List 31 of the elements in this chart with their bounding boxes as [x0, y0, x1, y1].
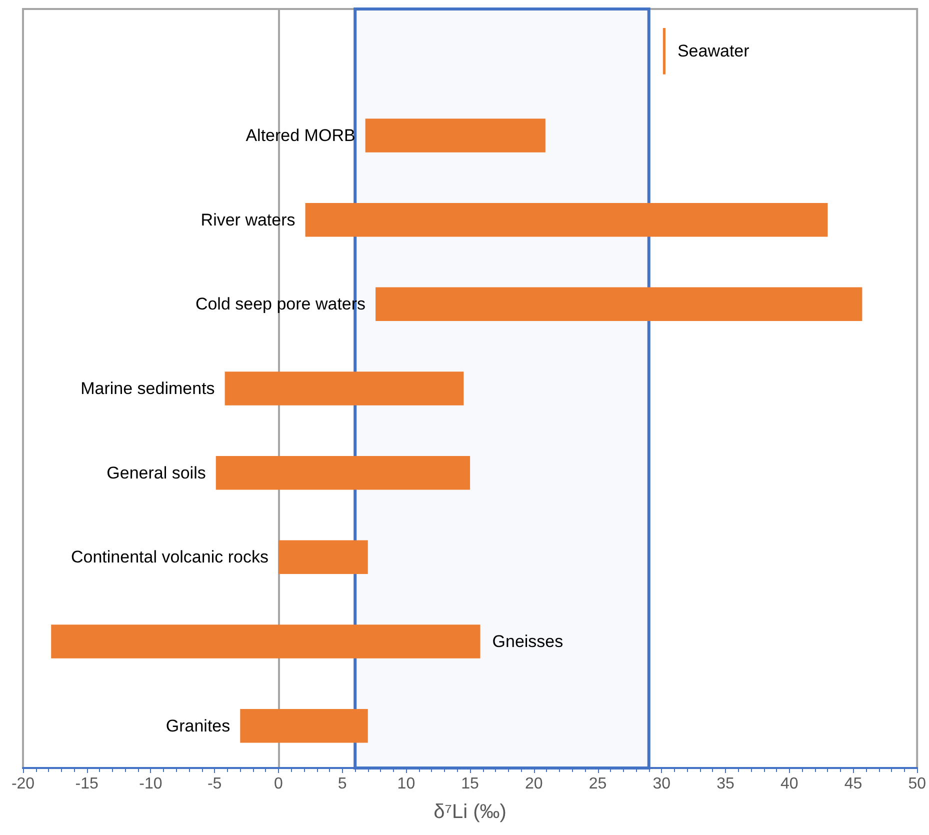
bar	[51, 624, 480, 658]
x-tick-label: 25	[588, 776, 607, 792]
y-tick-label: Continental volcanic rocks	[70, 548, 268, 567]
bar	[216, 456, 470, 490]
y-tick-label: Seawater	[677, 42, 750, 61]
x-tick-label: 35	[716, 776, 735, 792]
x-axis-title: δ⁷Li (‰)	[434, 801, 506, 823]
x-tick-label: 40	[780, 776, 798, 792]
bar	[305, 202, 828, 237]
x-tick-label: 0	[274, 776, 284, 792]
x-tick-label: -20	[11, 776, 35, 792]
x-tick-label: 15	[461, 776, 480, 792]
y-tick-label: River waters	[200, 210, 296, 230]
bar	[240, 708, 368, 743]
bar	[278, 540, 368, 574]
y-tick-label: Marine sediments	[80, 379, 215, 398]
bar	[224, 372, 464, 406]
x-tick-label: 30	[652, 776, 671, 792]
y-tick-label: General soils	[106, 463, 206, 482]
x-tick-label: 5	[338, 776, 347, 792]
x-tick-label: 50	[908, 776, 926, 792]
bar	[365, 118, 546, 152]
x-tick-label: 20	[525, 776, 543, 792]
bar	[376, 287, 862, 322]
x-tick-label: 45	[844, 776, 862, 792]
y-tick-label: Granites	[166, 716, 230, 736]
x-tick-label: -15	[75, 776, 99, 792]
x-tick-label: 10	[397, 776, 416, 792]
x-tick-label: -10	[139, 776, 162, 792]
x-tick-label: -5	[207, 776, 222, 792]
y-tick-label: Gneisses	[492, 632, 564, 651]
